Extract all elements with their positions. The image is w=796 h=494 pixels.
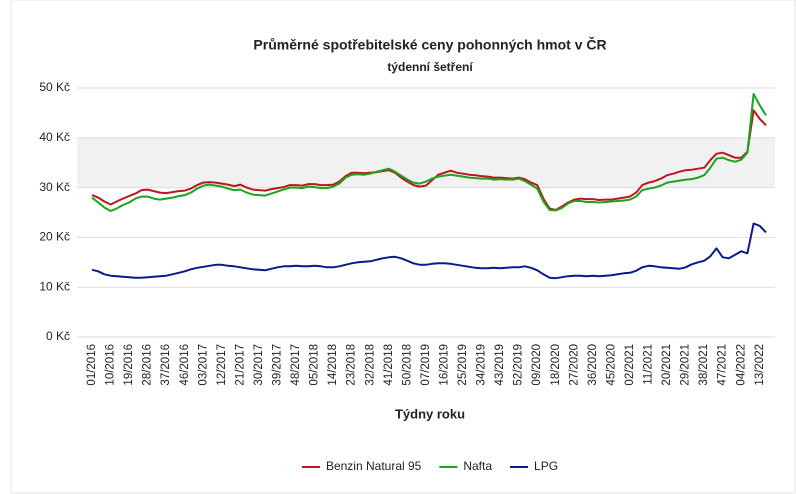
x-tick-label: 20/2021	[661, 344, 673, 386]
x-tick-label: 48/2017	[290, 344, 302, 386]
chart-subtitle: týdenní šetření	[387, 60, 473, 74]
y-tick-label: 0 Kč	[46, 329, 70, 343]
legend-label: Nafta	[463, 459, 492, 473]
x-tick-label: 10/2016	[105, 344, 117, 386]
x-tick-label: 28/2016	[142, 344, 154, 386]
x-tick-label: 04/2022	[735, 344, 747, 386]
x-tick-label: 16/2019	[438, 344, 450, 386]
x-tick-label: 29/2021	[680, 344, 692, 386]
x-tick-label: 13/2022	[754, 344, 766, 386]
x-tick-label: 18/2020	[550, 344, 562, 386]
x-tick-label: 43/2019	[494, 344, 506, 386]
y-tick-label: 10 Kč	[39, 279, 70, 293]
x-tick-label: 47/2021	[717, 344, 729, 386]
x-tick-label: 19/2016	[123, 344, 135, 386]
x-tick-label: 39/2017	[272, 344, 284, 386]
x-tick-label: 23/2018	[346, 344, 358, 386]
x-tick-label: 27/2020	[568, 344, 580, 386]
x-tick-label: 38/2021	[698, 344, 710, 386]
x-axis-title: Týdny roku	[395, 406, 465, 421]
y-tick-label: 40 Kč	[39, 130, 70, 144]
grid-band	[77, 137, 775, 188]
y-tick-label: 50 Kč	[39, 80, 70, 94]
y-tick-label: 20 Kč	[39, 230, 70, 244]
x-tick-label: 36/2020	[587, 344, 599, 386]
legend-label: Benzin Natural 95	[326, 459, 422, 473]
x-tick-label: 45/2020	[605, 344, 617, 386]
x-tick-label: 41/2018	[383, 344, 395, 386]
x-tick-label: 01/2016	[86, 344, 98, 386]
chart-frame	[10, 0, 796, 494]
x-tick-label: 07/2019	[420, 344, 432, 386]
x-tick-label: 21/2017	[234, 344, 246, 386]
legend-label: LPG	[534, 459, 558, 473]
x-tick-label: 37/2016	[160, 344, 172, 386]
x-tick-label: 50/2018	[401, 344, 413, 386]
x-tick-label: 32/2018	[364, 344, 376, 386]
x-tick-label: 03/2017	[197, 344, 209, 386]
line-series	[91, 222, 767, 280]
x-tick-label: 11/2021	[643, 344, 655, 385]
x-tick-label: 02/2021	[624, 344, 636, 386]
x-tick-label: 05/2018	[309, 344, 321, 386]
x-tick-label: 34/2019	[476, 344, 488, 386]
x-tick-label: 52/2019	[513, 344, 525, 386]
x-tick-label: 12/2017	[216, 344, 228, 386]
x-tick-label: 09/2020	[531, 344, 543, 386]
x-tick-label: 30/2017	[253, 344, 265, 386]
chart-title: Průměrné spotřebitelské ceny pohonných h…	[253, 36, 606, 53]
y-tick-label: 30 Kč	[39, 180, 70, 194]
x-tick-label: 14/2018	[327, 344, 339, 386]
line-series	[91, 93, 767, 212]
x-tick-label: 46/2016	[179, 344, 191, 386]
line-series	[91, 109, 767, 211]
x-tick-label: 25/2019	[457, 344, 469, 386]
